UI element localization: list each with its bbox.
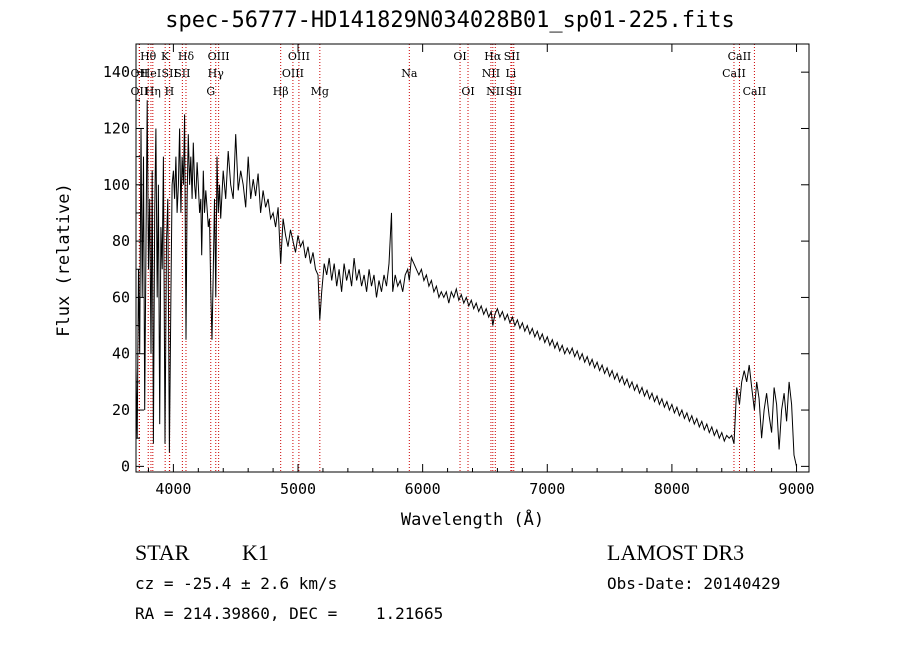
line-label-0: Hθ [140, 50, 157, 63]
line-label-16: Mg [311, 85, 329, 98]
line-label-1: OII [131, 67, 149, 80]
spectrum-series [135, 100, 797, 467]
plot-frame [135, 43, 810, 473]
line-label-11: Hγ [208, 67, 225, 80]
line-label-7: H [165, 85, 175, 98]
line-label-27: CaII [722, 67, 746, 80]
line-label-13: Hβ [273, 85, 289, 98]
x-tick-label-3: 7000 [529, 480, 565, 498]
x-tick-label-1: 5000 [280, 480, 316, 498]
line-label-9: SII [174, 67, 190, 80]
line-label-6: SII [162, 67, 178, 80]
line-label-8: Hδ [178, 50, 195, 63]
object-subclass: K1 [242, 540, 269, 565]
object-class: STAR [135, 540, 190, 565]
line-markers [138, 44, 755, 472]
survey-name: LAMOST DR3 [607, 540, 745, 565]
y-tick-label-7: 140 [103, 63, 130, 81]
chart-title: spec-56777-HD141829N034028B01_sp01-225.f… [165, 8, 735, 33]
y-axis-label: Flux (relative) [54, 183, 74, 337]
line-label-12: G [206, 85, 215, 98]
line-label-2: HeI [141, 67, 161, 80]
line-label-5: K [161, 50, 170, 63]
line-label-26: CaII [728, 50, 752, 63]
x-tick-label-0: 4000 [155, 480, 191, 498]
line-label-22: NII [486, 85, 504, 98]
y-tick-label-6: 120 [103, 119, 130, 137]
y-tick-label-4: 80 [112, 232, 130, 250]
line-label-24: Li [505, 67, 516, 80]
x-axis-label: Wavelength (Å) [400, 510, 545, 530]
series-line-0 [135, 100, 797, 467]
line-label-4: OII [131, 85, 149, 98]
line-label-21: NII [482, 67, 500, 80]
line-label-3: Hη [145, 85, 161, 98]
line-label-28: CaII [743, 85, 767, 98]
line-label-18: OI [453, 50, 466, 63]
line-label-17: Na [401, 67, 418, 80]
line-label-19: OI [461, 85, 474, 98]
y-tick-label-0: 0 [121, 457, 130, 475]
line-label-15: OIII [282, 67, 304, 80]
y-tick-label-2: 40 [112, 345, 130, 363]
line-label-10: OIII [208, 50, 230, 63]
x-tick-label-4: 8000 [654, 480, 690, 498]
x-tick-label-5: 9000 [778, 480, 814, 498]
radec-text: RA = 214.39860, DEC = 1.21665 [135, 604, 444, 623]
y-tick-label-3: 60 [112, 288, 130, 306]
line-label-20: Hα [484, 50, 502, 63]
axis-ticks: 4000 5000 6000 7000 8000 9000 0 20 40 60 80 100 120 1… [103, 44, 815, 498]
obs-date: Obs-Date: 20140429 [607, 574, 781, 593]
line-label-25: SII [506, 85, 522, 98]
redshift-text: cz = -25.4 ± 2.6 km/s [135, 574, 338, 593]
line-label-14: OIII [288, 50, 310, 63]
line-label-23: SII [504, 50, 520, 63]
x-tick-label-2: 6000 [405, 480, 441, 498]
y-tick-label-5: 100 [103, 176, 130, 194]
y-tick-label-1: 20 [112, 401, 130, 419]
